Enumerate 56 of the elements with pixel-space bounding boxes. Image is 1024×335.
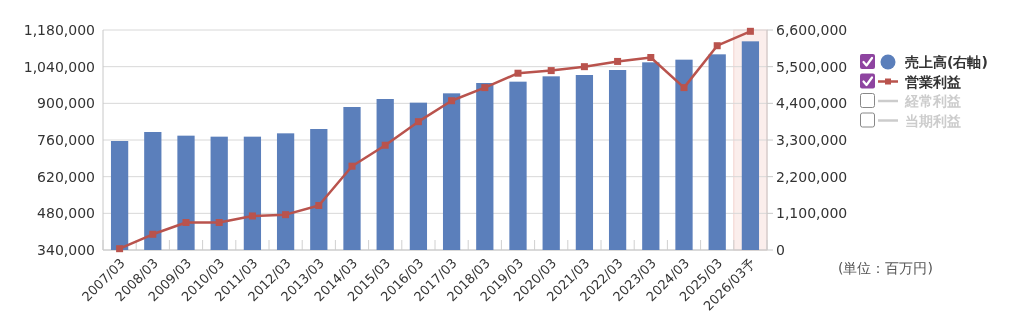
point <box>547 67 555 75</box>
y-tick-label: 480,000 <box>37 205 95 222</box>
bar <box>276 133 295 250</box>
y2-tick-label: 5,500,000 <box>776 58 848 75</box>
y-tick-label: 620,000 <box>37 168 95 185</box>
point <box>580 63 588 71</box>
bar <box>509 81 527 250</box>
y-tick-label: 340,000 <box>37 242 95 258</box>
bar <box>575 75 594 250</box>
y-tick-label: 760,000 <box>37 132 95 148</box>
bar <box>144 132 162 250</box>
bar <box>708 54 726 250</box>
y2-tick-label: 2,200,000 <box>776 168 848 185</box>
bar <box>243 136 262 250</box>
y2-tick-label: 1,100,000 <box>776 205 848 222</box>
point <box>647 54 655 61</box>
y2-tick-label: 4,400,000 <box>776 95 848 112</box>
bar <box>476 83 494 250</box>
point <box>680 84 688 92</box>
bar <box>642 62 660 250</box>
bar <box>442 93 461 250</box>
y-tick-label: 1,180,000 <box>23 22 95 38</box>
text: (単位：百万円) <box>838 260 933 276</box>
legend-label: 売上高(右軸) <box>905 54 988 70</box>
y2-tick-label: 6,600,000 <box>776 22 848 38</box>
bar <box>343 107 361 250</box>
y2-tick-label: 3,300,000 <box>776 132 848 148</box>
y-tick-label: 1,040,000 <box>23 58 95 75</box>
point <box>481 84 489 92</box>
bar <box>542 76 560 250</box>
bar <box>177 135 195 250</box>
point <box>514 69 522 77</box>
point <box>248 212 256 220</box>
point <box>149 230 157 238</box>
point <box>713 42 721 50</box>
bar <box>376 99 394 250</box>
y-tick-label: 900,000 <box>37 95 95 112</box>
point <box>348 162 356 170</box>
point <box>215 219 223 226</box>
point <box>282 211 290 219</box>
point <box>381 141 389 149</box>
point <box>614 57 622 65</box>
point <box>448 97 456 105</box>
point <box>414 118 422 126</box>
bar <box>608 70 627 250</box>
bar <box>310 129 328 250</box>
bar <box>675 59 693 250</box>
y2-tick-label: 0 <box>776 242 785 258</box>
bar <box>210 136 228 250</box>
point <box>116 245 124 253</box>
point <box>182 219 190 226</box>
legend-label: 営業利益 <box>905 73 961 90</box>
bar <box>409 102 428 250</box>
bar <box>110 141 129 250</box>
point <box>315 201 323 209</box>
point <box>746 27 754 35</box>
